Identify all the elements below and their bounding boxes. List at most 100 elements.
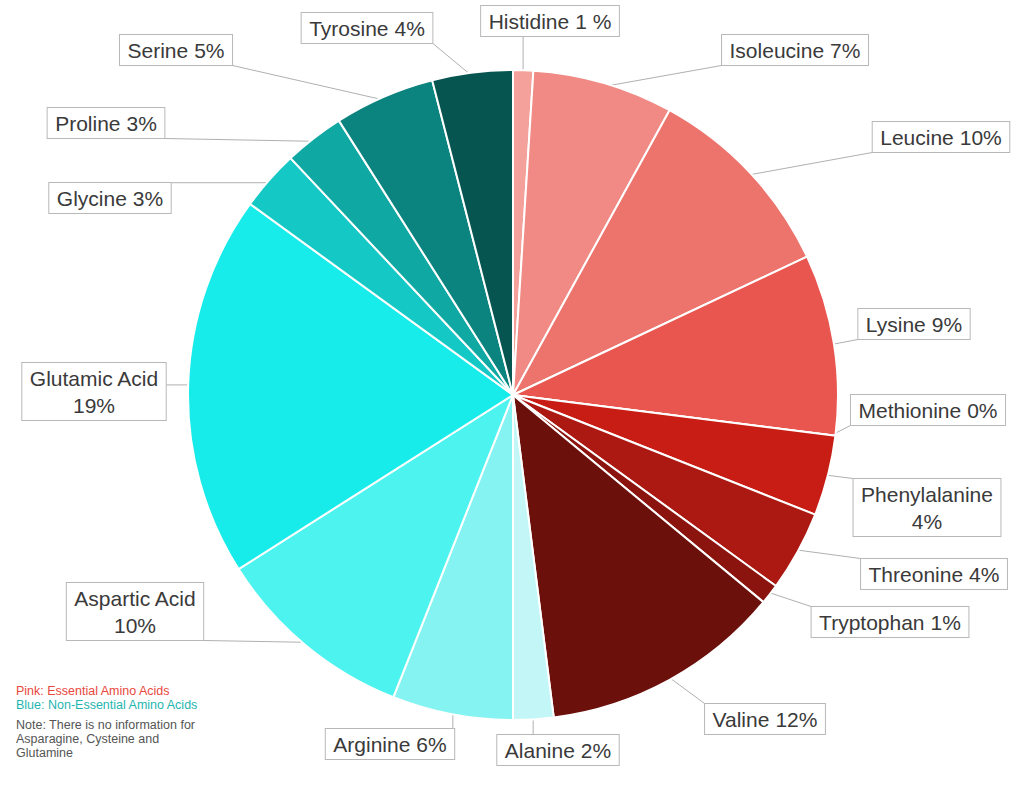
data-label: Threonine4% [861,559,1008,590]
label-category: Glutamic Acid [30,367,158,390]
leader-line [204,641,309,643]
label-category: Alanine [505,739,575,762]
leader-line [668,676,705,703]
label-box [22,363,166,421]
labels: Histidine1 % Isoleucine7% Leucine 10% Lysine… [22,6,1010,766]
label-value: 4% [969,563,999,586]
label-box [325,729,454,760]
label-box [49,183,171,214]
label-text: Arginine 6% [333,733,446,756]
label-box [853,479,1001,537]
label-category: Tryptophan [819,611,924,634]
leader-line [433,44,473,77]
label-text: Threonine4% [869,563,1000,586]
label-category: Aspartic Acid [74,587,195,610]
label-text: Tyrosine 4% [309,17,425,40]
label-category: Lysine [866,313,926,336]
label-box [705,704,826,735]
label-box [858,309,970,340]
label-value: 4% [395,17,425,40]
label-category: Threonine [869,563,964,586]
label-text: Valine12% [713,708,818,731]
label-box [47,108,165,139]
leader-line [523,37,524,75]
label-text: Serine 5% [127,39,224,62]
label-value: 19% [73,394,115,417]
label-value: 3% [133,187,163,210]
label-box [481,6,620,37]
label-category: Valine [713,708,770,731]
label-text: Leucine 10% [880,126,1002,149]
slice [432,70,513,395]
leader-lines [165,37,872,735]
data-label: Arginine 6% [325,729,454,760]
label-value: 10% [960,126,1002,149]
label-text: Isoleucine7% [730,39,861,62]
label-value: 5% [194,39,224,62]
label-category: Proline [55,112,120,135]
label-value: 12% [775,708,817,731]
label-value: 3% [127,112,157,135]
label-text: Histidine1 % [489,10,612,33]
data-label: Histidine1 % [481,6,620,37]
label-box [497,735,619,766]
data-label: Aspartic Acid 10% [66,583,203,641]
label-text: Glycine 3% [57,187,163,210]
data-label: Methionine 0% [850,395,1005,426]
label-category: Tyrosine [309,17,388,40]
leader-line [603,66,722,87]
label-value: 9% [932,313,962,336]
notes: Pink: Essential Amino AcidsBlue: Non-Ess… [16,684,204,760]
label-text: Lysine 9% [866,313,962,336]
label-box [861,559,1008,590]
chart: Histidine1 % Isoleucine7% Leucine 10% Lysine… [0,0,1024,791]
leader-line [171,182,272,183]
data-label: Alanine 2% [497,735,619,766]
label-value: 0% [967,399,997,422]
label-category: Phenylalanine [861,483,993,506]
label-value: 7% [830,39,860,62]
label-value: 1% [931,611,961,634]
label-category: Histidine [489,10,570,33]
label-text: Glutamic Acid 19% [30,367,158,417]
data-label: Lysine 9% [858,309,970,340]
data-label: Phenylalanine 4% [853,479,1001,537]
data-label: Tyrosine 4% [301,13,433,44]
note: Pink: Essential Amino Acids [16,684,204,698]
leader-line [165,139,316,142]
data-label: Valine12% [705,704,826,735]
label-box [850,395,1005,426]
data-label: Proline 3% [47,108,165,139]
label-value: 6% [416,733,446,756]
label-box [119,35,232,66]
label-text: Aspartic Acid 10% [74,587,195,637]
label-box [301,13,433,44]
label-value: 2% [581,739,611,762]
label-category: Leucine [880,126,954,149]
label-category: Glycine [57,187,127,210]
note: Note: There is no information for Aspara… [16,718,204,760]
data-label: Tryptophan 1% [811,607,969,638]
label-category: Methionine [858,399,961,422]
label-text: Tryptophan 1% [819,611,961,634]
label-box [722,35,869,66]
label-value: 4% [912,510,942,533]
data-label: Glycine 3% [49,183,171,214]
slice [513,395,763,717]
label-value: 10% [114,614,156,637]
label-box [811,607,969,638]
slices [188,70,838,720]
note: Blue: Non-Essential Amino Acids [16,698,204,712]
leader-line [233,66,386,101]
label-box [66,583,203,641]
data-label: Isoleucine7% [722,35,869,66]
label-category: Arginine [333,733,410,756]
data-label: Leucine 10% [872,122,1010,153]
label-category: Serine [127,39,188,62]
label-text: Alanine 2% [505,739,611,762]
label-category: Isoleucine [730,39,825,62]
label-text: Proline 3% [55,112,157,135]
slice [513,395,554,720]
data-label: Serine 5% [119,35,232,66]
leader-line [767,592,811,607]
